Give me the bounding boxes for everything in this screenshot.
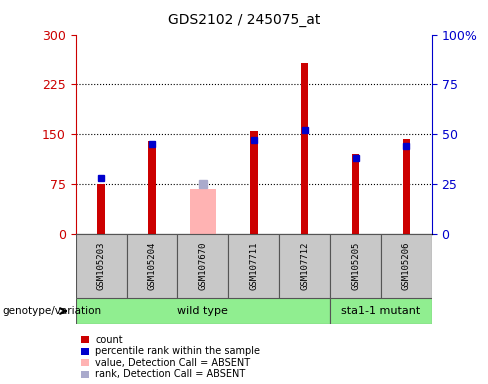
- Bar: [330, 234, 381, 298]
- Text: GSM107712: GSM107712: [300, 242, 309, 290]
- Bar: [250, 131, 258, 234]
- Bar: [301, 63, 308, 234]
- Text: rank, Detection Call = ABSENT: rank, Detection Call = ABSENT: [95, 369, 245, 379]
- Bar: [279, 234, 330, 298]
- Text: count: count: [95, 335, 123, 345]
- Bar: [76, 298, 330, 324]
- Text: sta1-1 mutant: sta1-1 mutant: [342, 306, 421, 316]
- Text: percentile rank within the sample: percentile rank within the sample: [95, 346, 260, 356]
- Bar: [352, 154, 359, 234]
- Bar: [330, 298, 432, 324]
- Bar: [381, 234, 432, 298]
- Bar: [76, 234, 126, 298]
- Text: GSM107670: GSM107670: [198, 242, 207, 290]
- Text: GSM105205: GSM105205: [351, 242, 360, 290]
- Bar: [228, 234, 279, 298]
- Text: wild type: wild type: [178, 306, 228, 316]
- Bar: [126, 234, 178, 298]
- Bar: [148, 141, 156, 234]
- Bar: [190, 189, 216, 234]
- Text: value, Detection Call = ABSENT: value, Detection Call = ABSENT: [95, 358, 250, 368]
- Text: GSM105203: GSM105203: [97, 242, 105, 290]
- Bar: [178, 234, 228, 298]
- Bar: [403, 139, 410, 234]
- Text: GSM105206: GSM105206: [402, 242, 411, 290]
- Bar: [97, 184, 105, 234]
- Text: GSM107711: GSM107711: [249, 242, 258, 290]
- Text: GSM105204: GSM105204: [147, 242, 157, 290]
- Text: genotype/variation: genotype/variation: [2, 306, 102, 316]
- Text: GDS2102 / 245075_at: GDS2102 / 245075_at: [168, 13, 320, 27]
